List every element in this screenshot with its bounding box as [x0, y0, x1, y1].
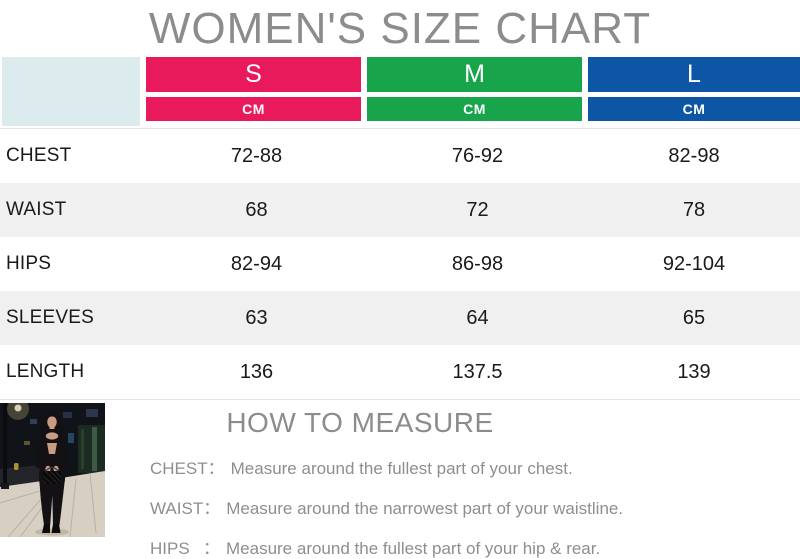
how-to-measure-heading: HOW TO MEASURE — [226, 407, 494, 438]
measure-item: CHEST ： Measure around the fullest part … — [150, 454, 800, 479]
size-header-cell: M — [367, 57, 582, 92]
how-to-measure-content: HOW TO MEASURE CHEST ： Measure around th… — [105, 400, 800, 558]
size-column: M CM — [367, 57, 588, 126]
measure-colon: ： — [207, 459, 225, 478]
size-table-header: S CM M CM L CM — [0, 57, 800, 126]
size-column: S CM — [146, 57, 367, 126]
size-header-cell: L — [588, 57, 800, 92]
size-header-cell: S — [146, 57, 361, 92]
row-label: CHEST — [6, 145, 72, 166]
unit-cell: CM — [367, 97, 582, 121]
table-row: HIPS 82-94 86-98 92-104 — [0, 237, 800, 291]
table-corner-cell — [2, 57, 140, 126]
how-to-measure-section: HOW TO MEASURE CHEST ： Measure around th… — [0, 400, 800, 558]
table-row: WAIST 68 72 78 — [0, 183, 800, 237]
table-row: CHEST 72-88 76-92 82-98 — [0, 129, 800, 183]
measure-text: Measure around the fullest part of your … — [226, 539, 601, 558]
row-label: SLEEVES — [6, 307, 95, 328]
size-value-cell: 63 — [245, 306, 268, 329]
row-label: LENGTH — [6, 361, 85, 382]
size-value-cell: 72-88 — [230, 144, 283, 167]
size-value-cell: 72 — [466, 198, 489, 221]
size-value-cell: 86-98 — [451, 252, 504, 275]
measure-item: WAIST ： Measure around the narrowest par… — [150, 494, 800, 519]
size-value-cell: 76-92 — [451, 144, 504, 167]
size-value-cell: 65 — [682, 306, 706, 329]
size-value-cell: 136 — [239, 360, 274, 383]
size-value-cell: 137.5 — [452, 360, 503, 383]
size-value-cell: 64 — [466, 306, 489, 329]
unit-cell: CM — [588, 97, 800, 121]
row-label: HIPS — [6, 253, 52, 274]
measure-label: WAIST — [150, 499, 204, 518]
model-photo-illustration — [0, 403, 105, 537]
size-value-cell: 82-94 — [230, 252, 283, 275]
measure-colon: ： — [203, 499, 221, 518]
measure-label: CHEST — [150, 459, 208, 478]
size-value-cell: 68 — [245, 198, 268, 221]
size-table-body: CHEST 72-88 76-92 82-98 WAIST 68 72 78 H… — [0, 128, 800, 400]
measure-text: Measure around the fullest part of your … — [230, 459, 573, 478]
row-label: WAIST — [6, 199, 67, 220]
title-bar: WOMEN'S SIZE CHART — [0, 0, 800, 57]
size-value-cell: 139 — [677, 360, 711, 383]
measure-text: Measure around the narrowest part of you… — [226, 499, 624, 518]
measure-label: HIPS — [150, 539, 190, 558]
unit-cell: CM — [146, 97, 361, 121]
size-column: L CM — [588, 57, 800, 126]
size-value-cell: 92-104 — [662, 252, 726, 275]
table-row: LENGTH 136 137.5 139 — [0, 345, 800, 399]
size-value-cell: 78 — [682, 198, 706, 221]
page-title: WOMEN'S SIZE CHART — [148, 3, 652, 53]
size-value-cell: 82-98 — [668, 144, 720, 167]
model-photo — [0, 403, 105, 537]
table-row: SLEEVES 63 64 65 — [0, 291, 800, 345]
